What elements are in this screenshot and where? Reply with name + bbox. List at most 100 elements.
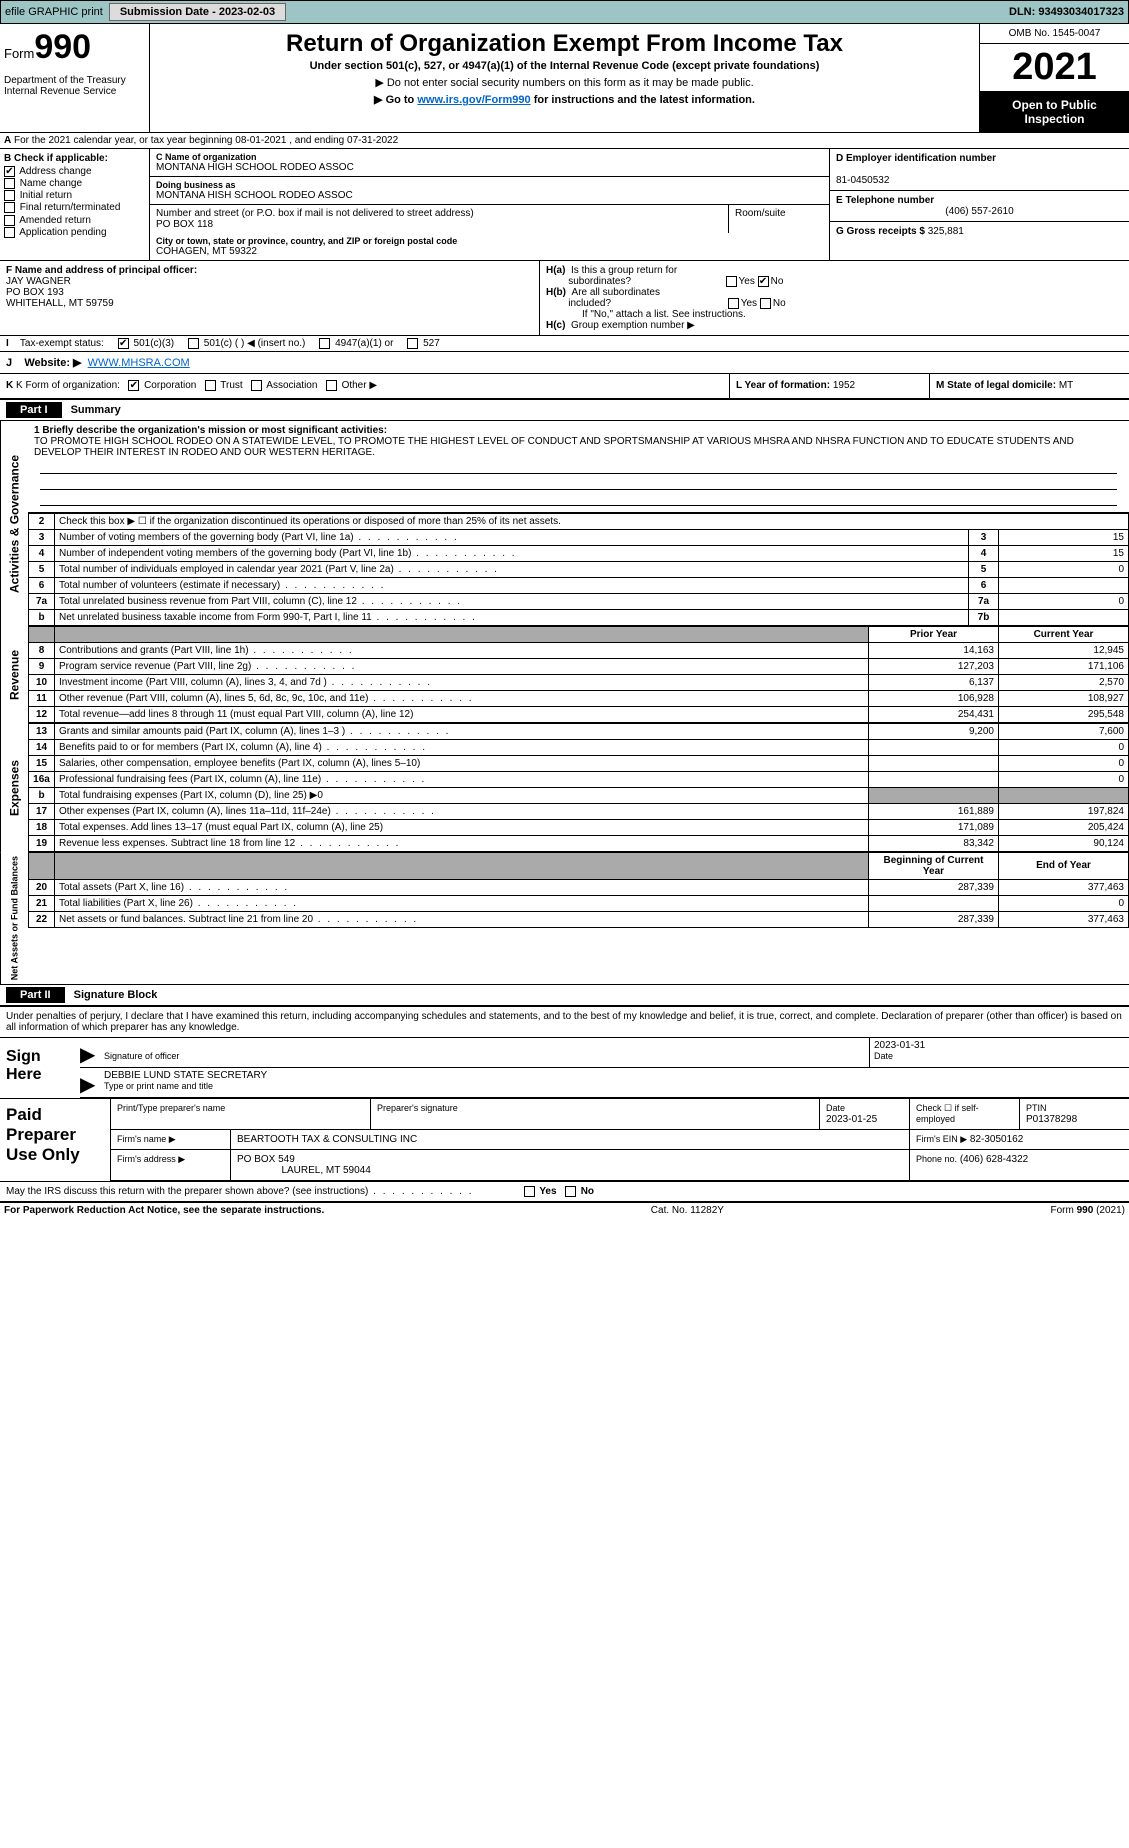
table-row: 3Number of voting members of the governi… <box>29 529 1129 545</box>
table-row: 6Total number of volunteers (estimate if… <box>29 577 1129 593</box>
officer-name: JAY WAGNER <box>6 276 71 287</box>
table-row: 15Salaries, other compensation, employee… <box>29 755 1129 771</box>
col-d-ein: D Employer identification number 81-0450… <box>829 149 1129 260</box>
chk-corp[interactable] <box>128 380 139 391</box>
form-header: Form990 Department of the TreasuryIntern… <box>0 24 1129 133</box>
mission-brief: 1 Briefly describe the organization's mi… <box>28 421 1129 513</box>
table-row: 20Total assets (Part X, line 16)287,3393… <box>29 879 1129 895</box>
chk-pending[interactable] <box>4 227 15 238</box>
row-j-website: J Website: ▶ WWW.MHSRA.COM <box>0 352 1129 374</box>
ptin: P01378298 <box>1026 1114 1077 1125</box>
arrow-icon: ▶ <box>80 1038 100 1067</box>
governance-table: 2Check this box ▶ ☐ if the organization … <box>28 513 1129 626</box>
submission-date-button[interactable]: Submission Date - 2023-02-03 <box>109 3 286 21</box>
irs-link[interactable]: www.irs.gov/Form990 <box>417 94 530 106</box>
firm-ein: 82-3050162 <box>970 1134 1023 1145</box>
section-revenue: Revenue Prior YearCurrent Year 8Contribu… <box>0 626 1129 723</box>
dept-label: Department of the TreasuryInternal Reven… <box>4 75 145 97</box>
tax-year: 2021 <box>980 44 1129 92</box>
chk-527[interactable] <box>407 338 418 349</box>
state-domicile: MT <box>1059 380 1073 391</box>
table-row: 11Other revenue (Part VIII, column (A), … <box>29 690 1129 706</box>
dba: MONTANA HISH SCHOOL RODEO ASSOC <box>156 190 823 201</box>
table-row: 5Total number of individuals employed in… <box>29 561 1129 577</box>
block-bcd: B Check if applicable: Address change Na… <box>0 149 1129 261</box>
sign-here-label: Sign Here <box>0 1038 80 1098</box>
table-row: 14Benefits paid to or for members (Part … <box>29 739 1129 755</box>
row-a-taxyear: A For the 2021 calendar year, or tax yea… <box>0 133 1129 149</box>
chk-assoc[interactable] <box>251 380 262 391</box>
section-netassets: Net Assets or Fund Balances Beginning of… <box>0 852 1129 985</box>
chk-ha-no[interactable] <box>758 276 769 287</box>
chk-initial-return[interactable] <box>4 190 15 201</box>
row-klm: K K Form of organization: Corporation Tr… <box>0 374 1129 399</box>
paid-preparer: Paid Preparer Use Only Print/Type prepar… <box>0 1098 1129 1181</box>
table-row: 19Revenue less expenses. Subtract line 1… <box>29 835 1129 851</box>
preparer-date: 2023-01-25 <box>826 1114 877 1125</box>
year-formed: 1952 <box>833 380 855 391</box>
chk-hb-no[interactable] <box>760 298 771 309</box>
table-row: 8Contributions and grants (Part VIII, li… <box>29 642 1129 658</box>
part1-header: Part I Summary <box>0 400 1129 421</box>
expenses-table: 13Grants and similar amounts paid (Part … <box>28 723 1129 852</box>
org-name: MONTANA HIGH SCHOOL RODEO ASSOC <box>156 162 823 173</box>
row-i-tax-status: I Tax-exempt status: 501(c)(3) 501(c) ( … <box>0 336 1129 352</box>
chk-discuss-yes[interactable] <box>524 1186 535 1197</box>
phone: (406) 557-2610 <box>836 206 1123 217</box>
city-state-zip: COHAGEN, MT 59322 <box>156 246 823 257</box>
chk-other[interactable] <box>326 380 337 391</box>
chk-ha-yes[interactable] <box>726 276 737 287</box>
chk-trust[interactable] <box>205 380 216 391</box>
table-row: 13Grants and similar amounts paid (Part … <box>29 723 1129 739</box>
signature-block: Under penalties of perjury, I declare th… <box>0 1006 1129 1201</box>
part2-header: Part II Signature Block <box>0 985 1129 1006</box>
form-number: Form990 <box>4 28 145 67</box>
omb-number: OMB No. 1545-0047 <box>980 24 1129 44</box>
chk-hb-yes[interactable] <box>728 298 739 309</box>
inspection-badge: Open to Public Inspection <box>980 92 1129 132</box>
table-row: 22Net assets or fund balances. Subtract … <box>29 911 1129 927</box>
efile-label: efile GRAPHIC print <box>5 6 103 18</box>
note-link: ▶ Go to www.irs.gov/Form990 for instruct… <box>156 93 973 106</box>
dln: DLN: 93493034017323 <box>1009 6 1124 18</box>
table-row: 7aTotal unrelated business revenue from … <box>29 593 1129 609</box>
chk-final-return[interactable] <box>4 202 15 213</box>
street-address: PO BOX 118 <box>156 219 722 230</box>
table-row: 12Total revenue—add lines 8 through 11 (… <box>29 706 1129 722</box>
topbar: efile GRAPHIC print Submission Date - 20… <box>0 0 1129 24</box>
chk-discuss-no[interactable] <box>565 1186 576 1197</box>
chk-address-change[interactable] <box>4 166 15 177</box>
chk-amended[interactable] <box>4 215 15 226</box>
table-row: 4Number of independent voting members of… <box>29 545 1129 561</box>
chk-501c[interactable] <box>188 338 199 349</box>
table-row: 18Total expenses. Add lines 13–17 (must … <box>29 819 1129 835</box>
chk-4947[interactable] <box>319 338 330 349</box>
table-row: 10Investment income (Part VIII, column (… <box>29 674 1129 690</box>
gross-receipts: 325,881 <box>928 226 964 237</box>
chk-501c3[interactable] <box>118 338 129 349</box>
form-title: Return of Organization Exempt From Incom… <box>156 30 973 58</box>
revenue-table: Prior YearCurrent Year 8Contributions an… <box>28 626 1129 723</box>
netassets-table: Beginning of Current YearEnd of Year 20T… <box>28 852 1129 928</box>
discuss-row: May the IRS discuss this return with the… <box>0 1181 1129 1201</box>
table-row: 17Other expenses (Part IX, column (A), l… <box>29 803 1129 819</box>
footer: For Paperwork Reduction Act Notice, see … <box>0 1201 1129 1218</box>
chk-name-change[interactable] <box>4 178 15 189</box>
officer-name-sig: DEBBIE LUND STATE SECRETARY <box>104 1070 267 1081</box>
table-row: 21Total liabilities (Part X, line 26)0 <box>29 895 1129 911</box>
form-subtitle: Under section 501(c), 527, or 4947(a)(1)… <box>156 60 973 72</box>
website-link[interactable]: WWW.MHSRA.COM <box>88 357 190 369</box>
ein: 81-0450532 <box>836 175 889 186</box>
table-row: 16aProfessional fundraising fees (Part I… <box>29 771 1129 787</box>
declaration: Under penalties of perjury, I declare th… <box>0 1007 1129 1037</box>
section-governance: Activities & Governance 1 Briefly descri… <box>0 421 1129 626</box>
row-fgh: F Name and address of principal officer:… <box>0 261 1129 336</box>
table-row: bTotal fundraising expenses (Part IX, co… <box>29 787 1129 803</box>
table-row: 9Program service revenue (Part VIII, lin… <box>29 658 1129 674</box>
table-row: 2Check this box ▶ ☐ if the organization … <box>29 513 1129 529</box>
arrow-icon: ▶ <box>80 1068 100 1097</box>
table-row: bNet unrelated business taxable income f… <box>29 609 1129 625</box>
firm-phone: (406) 628-4322 <box>960 1154 1028 1165</box>
sign-date: 2023-01-31 <box>874 1040 925 1051</box>
col-c-org: C Name of organization MONTANA HIGH SCHO… <box>150 149 829 260</box>
